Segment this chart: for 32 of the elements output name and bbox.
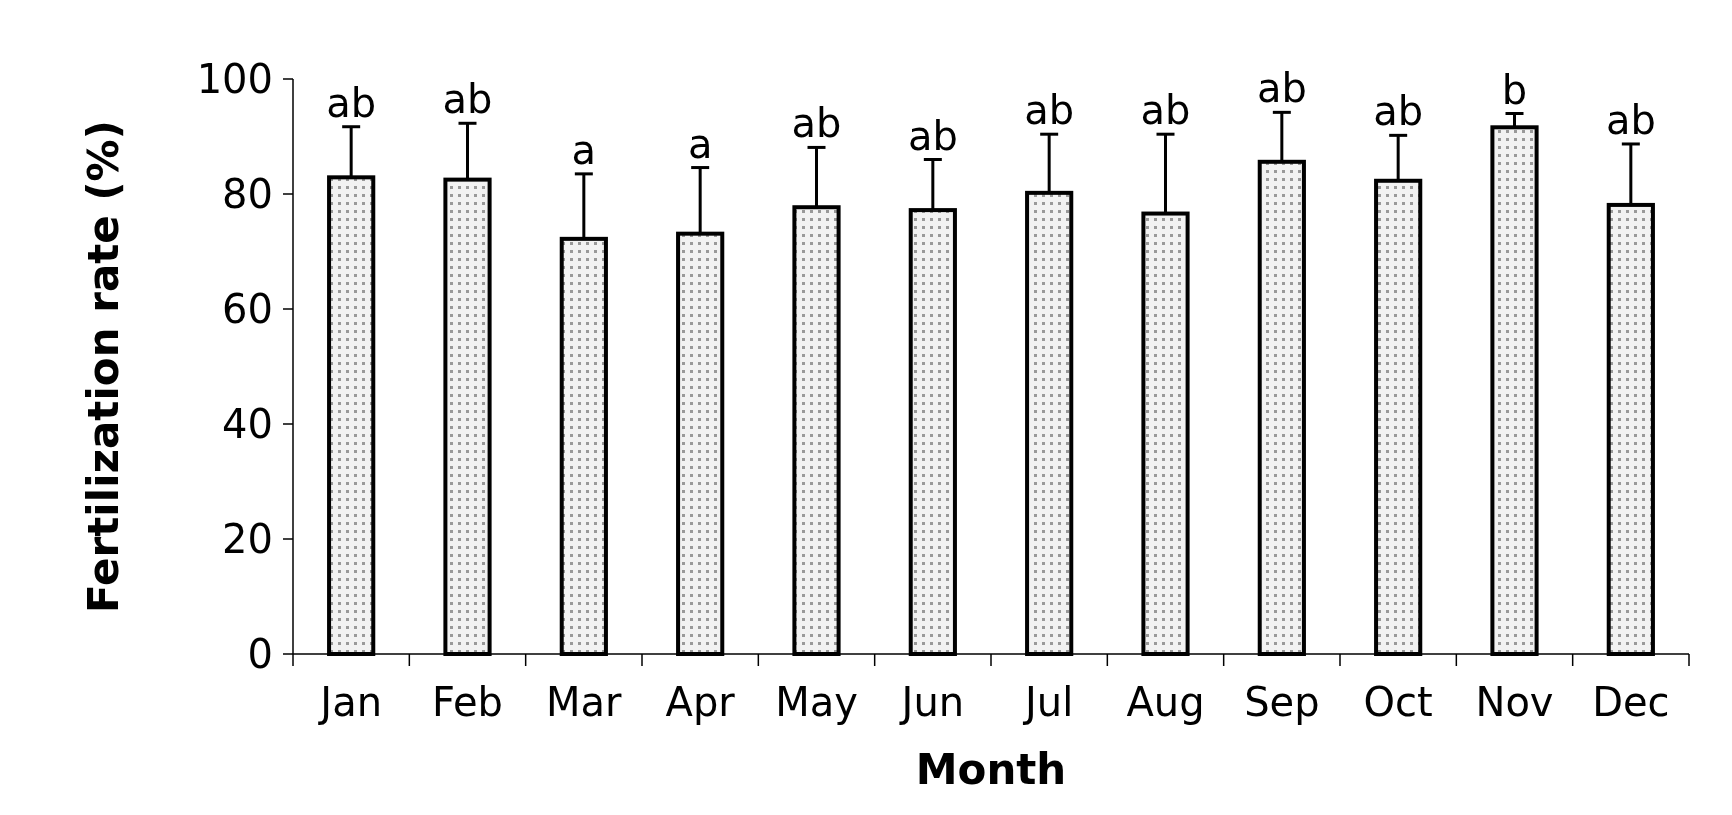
x-tick-label: Nov xyxy=(1475,679,1554,725)
annotation: ab xyxy=(326,79,377,126)
annotation: a xyxy=(687,120,713,167)
y-tick-label: 40 xyxy=(222,401,273,447)
y-tick-label: 100 xyxy=(196,56,273,102)
x-tick-label: Mar xyxy=(546,679,623,725)
annotation: ab xyxy=(907,112,958,159)
annotation: a xyxy=(571,126,597,173)
annotation: ab xyxy=(1024,87,1075,134)
x-tick-label: Jan xyxy=(317,679,382,725)
x-tick-label: Feb xyxy=(432,679,503,725)
annotation: ab xyxy=(1373,88,1424,135)
y-tick-label: 0 xyxy=(247,631,273,677)
annotation: ab xyxy=(1140,87,1191,134)
x-tick-label: Jun xyxy=(898,679,965,725)
annotation: ab xyxy=(791,100,842,147)
x-tick-label: Aug xyxy=(1126,679,1205,725)
y-tick-label: 80 xyxy=(222,171,273,217)
x-tick-label: Dec xyxy=(1592,679,1670,725)
y-tick-label: 20 xyxy=(222,516,273,562)
y-tick-label: 60 xyxy=(222,286,273,332)
x-tick-label: May xyxy=(775,679,858,725)
x-tick-label: Oct xyxy=(1363,679,1433,725)
annotation: ab xyxy=(1605,96,1656,143)
annotation: b xyxy=(1501,66,1528,113)
x-tick-label: Jul xyxy=(1022,679,1074,725)
x-tick-label: Apr xyxy=(665,679,736,725)
x-tick-label: Sep xyxy=(1244,679,1320,725)
y-axis-title: Fertilization rate (%) xyxy=(79,120,128,613)
annotation: ab xyxy=(1256,65,1307,112)
x-axis-title: Month xyxy=(915,745,1067,794)
annotation: ab xyxy=(442,76,493,123)
